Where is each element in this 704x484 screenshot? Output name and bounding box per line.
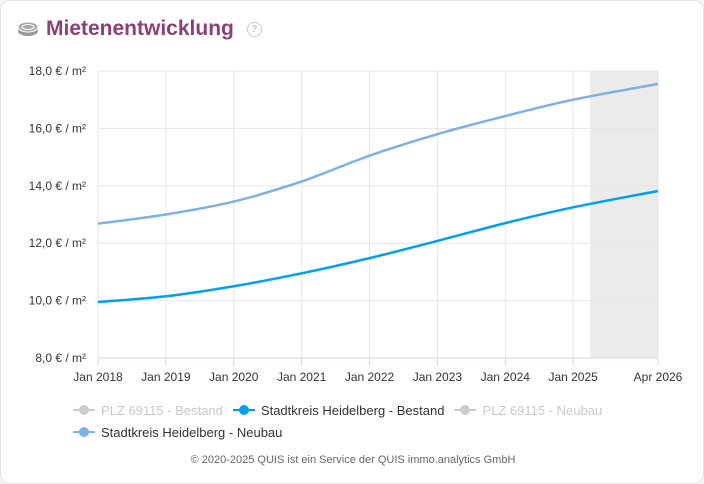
legend-item[interactable]: PLZ 69115 - Neubau [454, 399, 602, 421]
y-tick-label: 16,0 € / m² [29, 121, 86, 135]
legend-item[interactable]: Stadtkreis Heidelberg - Bestand [232, 399, 445, 421]
line-chart: 8,0 € / m² 10,0 € / m² 12,0 € / m² 14,0 € /… [29, 64, 683, 384]
help-icon[interactable]: ? [246, 21, 262, 37]
copyright-footer: © 2020-2025 QUIS ist ein Service der QUI… [190, 454, 516, 466]
y-tick-label: 14,0 € / m² [29, 179, 86, 193]
y-tick-label: 8,0 € / m² [35, 351, 86, 365]
legend-label: Stadtkreis Heidelberg - Neubau [101, 424, 283, 440]
y-tick-label: 18,0 € / m² [29, 64, 86, 78]
chart-header: Mietenentwicklung ? [17, 17, 262, 41]
y-tick-label: 12,0 € / m² [29, 236, 86, 250]
x-tick-label: Jan 2023 [413, 370, 463, 384]
x-tick-label: Jan 2024 [481, 370, 531, 384]
x-tick-label: Jan 2021 [277, 370, 327, 384]
legend-label: PLZ 69115 - Neubau [482, 402, 603, 418]
legend-marker-icon [454, 404, 477, 416]
legend-marker-icon [232, 404, 255, 416]
forecast-band [590, 71, 658, 358]
x-tick-label: Apr 2026 [634, 370, 683, 384]
legend-label: Stadtkreis Heidelberg - Bestand [260, 402, 445, 418]
x-tick-label: Jan 2025 [548, 370, 598, 384]
x-tick-label: Jan 2019 [141, 370, 191, 384]
legend-item[interactable]: Stadtkreis Heidelberg - Neubau [73, 421, 282, 443]
coins-icon [17, 21, 39, 36]
legend-label: PLZ 69115 - Bestand [101, 402, 223, 418]
series-line-stadtkreis-heidelberg-bestand [97, 189, 659, 304]
chart-title: Mietenentwicklung [46, 17, 234, 40]
legend-marker-icon [73, 426, 95, 438]
x-tick-label: Jan 2018 [73, 370, 123, 384]
x-tick-label: Jan 2022 [345, 370, 395, 384]
x-tick-label: Jan 2020 [209, 370, 259, 384]
y-tick-label: 10,0 € / m² [29, 294, 86, 308]
legend-marker-icon [73, 404, 95, 416]
chart-legend: PLZ 69115 - Bestand Stadtkreis Heidelberg… [73, 399, 673, 443]
legend-item[interactable]: PLZ 69115 - Bestand [73, 399, 223, 421]
series-line-stadtkreis-heidelberg-neubau [97, 82, 659, 225]
